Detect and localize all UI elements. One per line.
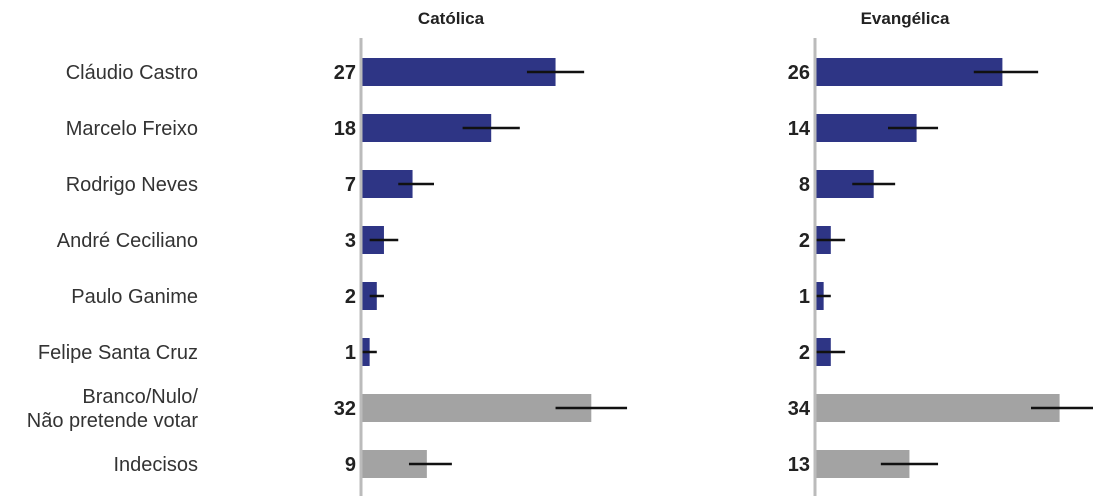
bar [816,394,1060,422]
value-label: 1 [345,342,356,364]
value-label: 26 [788,62,810,84]
category-labels: Cláudio Castro Marcelo Freixo Rodrigo Neve… [27,62,199,476]
category-label-line: Felipe Santa Cruz [38,342,198,364]
category-label-7: Indecisos [114,454,199,476]
value-label: 2 [799,342,810,364]
value-label: 8 [799,174,810,196]
value-label: 34 [788,398,811,420]
bar [816,58,1003,86]
category-label-0: Cláudio Castro [66,62,198,84]
panel-evangelica: Evangélica 26 14 8 2 1 2 34 13 [788,9,1093,496]
category-label-5: Felipe Santa Cruz [38,342,198,364]
category-label-line: Não pretende votar [27,410,199,432]
category-label-line: Cláudio Castro [66,62,198,84]
value-label: 32 [334,398,356,420]
value-label: 2 [345,286,356,308]
value-label: 2 [799,230,810,252]
category-label-4: Paulo Ganime [71,286,198,308]
value-label: 27 [334,62,356,84]
value-label: 14 [788,118,811,140]
value-label: 7 [345,174,356,196]
value-label: 3 [345,230,356,252]
bar [362,394,592,422]
value-label: 18 [334,118,356,140]
category-label-line: Paulo Ganime [71,286,198,308]
bar [362,58,556,86]
category-label-2: Rodrigo Neves [66,174,198,196]
category-label-line: André Ceciliano [57,230,198,252]
category-label-line: Indecisos [114,454,199,476]
panel-title: Católica [418,9,485,28]
category-label-line: Branco/Nulo/ [82,386,198,408]
category-label-3: André Ceciliano [57,230,198,252]
value-label: 13 [788,454,810,476]
category-label-1: Marcelo Freixo [66,118,198,140]
panel-title: Evangélica [861,9,950,28]
value-label: 9 [345,454,356,476]
category-label-6: Branco/Nulo/Não pretende votar [27,386,199,432]
category-label-line: Rodrigo Neves [66,174,198,196]
category-label-line: Marcelo Freixo [66,118,198,140]
value-label: 1 [799,286,810,308]
